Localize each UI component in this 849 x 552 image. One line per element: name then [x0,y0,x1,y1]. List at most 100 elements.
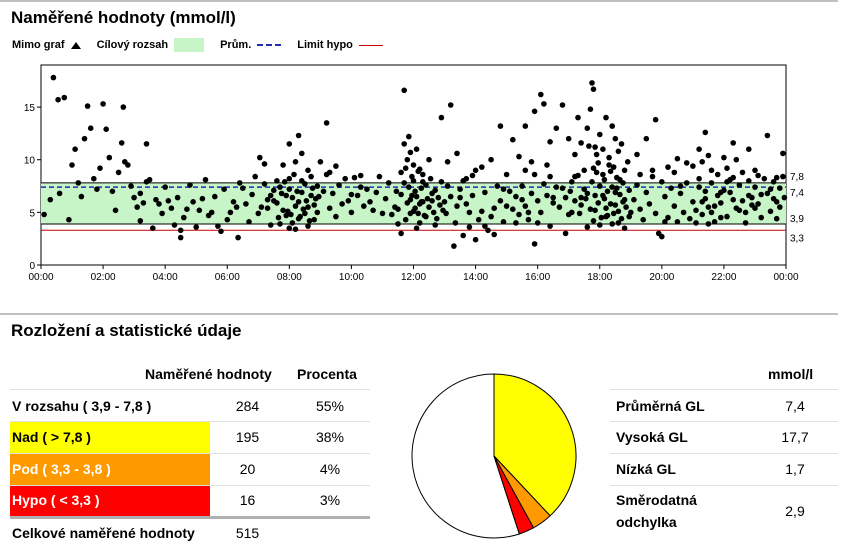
data-point [601,176,608,183]
x-tick-label: 12:00 [401,272,426,283]
data-point [174,194,181,201]
row-bg-in-range [10,391,210,422]
data-point [264,196,271,203]
data-point [61,94,68,101]
data-point [503,171,510,178]
data-point [427,175,434,182]
data-point [702,188,709,195]
data-point [538,209,544,216]
data-point [612,189,619,196]
data-point [600,146,606,152]
data-point [472,236,479,243]
row-count-hypo: 16 [239,492,256,508]
data-point [621,167,628,174]
data-point [125,162,131,168]
data-point [724,165,730,171]
data-point [303,198,310,204]
data-point [516,153,522,160]
data-point [305,223,311,229]
data-point [314,209,321,216]
data-point [640,216,646,223]
data-point [592,207,598,214]
row-divider [610,421,838,422]
data-point [218,228,224,235]
data-point [215,223,221,229]
data-point [610,210,617,217]
data-point [634,151,640,158]
data-point [235,234,241,241]
data-point [711,219,718,225]
legend-average-swatch [257,44,282,46]
data-point [671,169,678,176]
data-point [544,162,550,168]
data-point [671,203,678,209]
data-point [702,129,709,136]
data-point [597,222,603,228]
data-point [406,184,412,190]
data-point [746,178,752,184]
legend-hypo-label: Limit hypo [297,39,353,51]
data-point [153,196,159,203]
data-point [267,222,274,228]
data-point [578,140,584,146]
data-point [503,203,510,209]
summary-unit: mmol/l [768,366,814,382]
data-point [708,180,715,186]
right-value-label: 3,3 [790,233,804,244]
data-point [587,206,594,212]
legend-target-swatch [174,38,205,52]
data-point [275,214,282,221]
data-point [361,203,367,209]
data-point [447,193,454,200]
data-point [592,192,598,199]
data-point [134,204,140,210]
data-point [100,101,106,107]
data-point [202,176,209,183]
data-point [584,125,591,131]
data-point [696,184,702,190]
data-point [246,219,252,225]
data-point [277,221,283,227]
data-point [466,209,473,216]
data-point [541,101,547,107]
data-point [423,213,429,220]
data-point [407,196,414,203]
data-point [348,191,355,198]
data-point [777,204,783,210]
data-point [333,213,339,220]
data-point [150,225,156,231]
data-point [418,185,425,191]
data-point [413,146,420,152]
data-point [534,220,541,226]
data-point [274,178,280,184]
data-point [643,189,650,196]
data-point [295,215,302,222]
data-point [593,169,600,176]
data-point [764,190,771,197]
data-point [278,190,285,197]
data-point [556,204,563,210]
data-point [317,159,324,165]
data-point [683,160,690,166]
data-point [531,241,538,247]
data-point [479,164,485,170]
data-point [705,152,712,159]
data-point [590,86,597,92]
data-point [393,188,400,195]
data-point [140,200,147,206]
data-point [609,184,615,190]
data-point [567,188,574,195]
data-point [444,159,451,165]
data-point [103,126,109,132]
data-point [236,180,243,186]
data-point [519,196,525,203]
data-point [607,168,614,175]
data-point [437,202,443,208]
data-point [690,199,696,205]
data-point [764,132,771,139]
data-point [479,208,485,215]
data-point [506,188,513,195]
summary-average-value: 7,4 [785,398,805,414]
data-point [680,209,687,216]
data-point [382,195,389,202]
